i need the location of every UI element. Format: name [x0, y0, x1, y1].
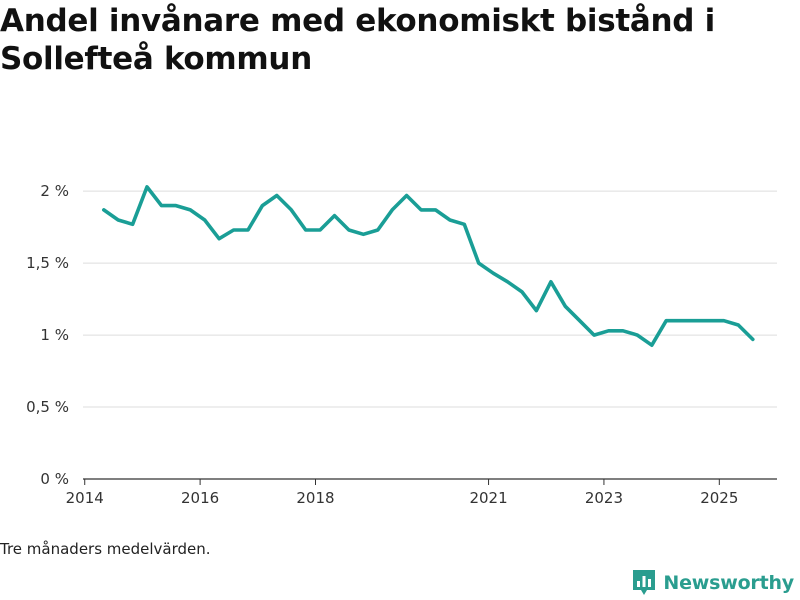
grid-lines — [83, 190, 777, 408]
data-point — [131, 222, 135, 226]
data-point — [159, 204, 163, 208]
data-point — [217, 237, 221, 241]
data-point — [650, 343, 654, 347]
x-axis: 2014 2016 2018 2021 2023 2025 — [66, 478, 777, 507]
brand-name: Newsworthy — [663, 572, 794, 594]
brand-logo: Newsworthy — [631, 568, 794, 598]
data-point — [304, 228, 308, 232]
data-point — [520, 290, 524, 294]
data-point — [203, 218, 207, 222]
data-point — [578, 319, 582, 323]
data-point — [491, 271, 495, 275]
y-axis-ticks: 0 % 0,5 % 1 % 1,5 % 2 % — [26, 182, 69, 488]
data-point — [275, 193, 279, 197]
y-tick-label: 1 % — [40, 326, 69, 344]
footnote: Tre månaders medelvärden. — [0, 540, 211, 558]
data-point — [232, 228, 236, 232]
data-point — [664, 319, 668, 323]
x-tick-label: 2021 — [469, 489, 507, 507]
data-point — [116, 218, 120, 222]
data-point — [260, 204, 264, 208]
data-point — [751, 337, 755, 341]
data-point — [419, 208, 423, 212]
chart-title: Andel invånare med ekonomiskt bistånd i … — [0, 3, 715, 77]
data-point — [621, 329, 625, 333]
data-point — [188, 208, 192, 212]
data-point — [534, 309, 538, 313]
data-point — [390, 208, 394, 212]
data-point — [448, 218, 452, 222]
data-point — [679, 319, 683, 323]
data-point — [174, 204, 178, 208]
y-tick-label: 0 % — [40, 470, 69, 488]
data-point — [549, 280, 553, 284]
data-point — [361, 232, 365, 236]
data-point — [506, 280, 510, 284]
data-point — [145, 185, 149, 189]
data-point — [563, 304, 567, 308]
data-point — [376, 228, 380, 232]
x-tick-label: 2018 — [296, 489, 334, 507]
data-point — [246, 228, 250, 232]
data-point — [635, 333, 639, 337]
data-point — [333, 214, 337, 218]
data-point — [347, 228, 351, 232]
bar-chart-icon — [633, 570, 656, 595]
data-point — [736, 323, 740, 327]
data-point — [405, 193, 409, 197]
y-tick-label: 2 % — [40, 182, 69, 200]
data-point — [708, 319, 712, 323]
y-tick-label: 1,5 % — [26, 254, 69, 272]
x-tick-label: 2023 — [585, 489, 623, 507]
data-point — [607, 329, 611, 333]
x-tick-label: 2025 — [700, 489, 738, 507]
data-point — [433, 208, 437, 212]
data-point — [693, 319, 697, 323]
x-tick-label: 2016 — [181, 489, 219, 507]
series-layer — [102, 185, 755, 348]
data-point — [289, 208, 293, 212]
data-point — [592, 333, 596, 337]
data-point — [722, 319, 726, 323]
data-point — [102, 208, 106, 212]
data-point — [318, 228, 322, 232]
series-line — [102, 185, 755, 348]
data-point — [462, 222, 466, 226]
x-tick-label: 2014 — [66, 489, 104, 507]
data-point — [477, 261, 481, 265]
y-tick-label: 0,5 % — [26, 398, 69, 416]
